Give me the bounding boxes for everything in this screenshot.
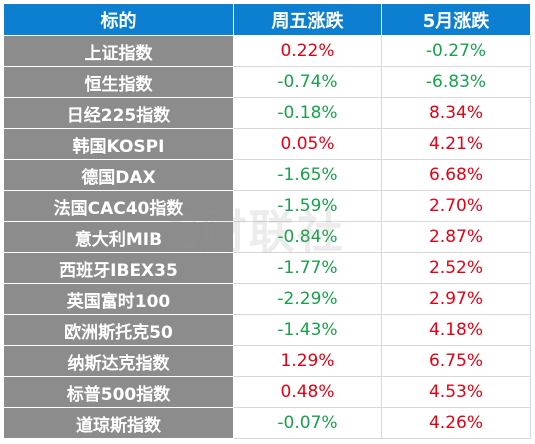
table-row: 道琼斯指数 -0.07% 4.26% — [3, 407, 531, 439]
friday-change-cell: 1.29% — [233, 345, 382, 377]
index-name-cell: 欧洲斯托克50 — [3, 314, 234, 346]
may-change-cell: 4.21% — [381, 128, 531, 160]
header-may-change: 5月涨跌 — [381, 3, 531, 36]
index-name-cell: 法国CAC40指数 — [3, 190, 234, 222]
may-change-cell: 4.53% — [381, 376, 531, 408]
index-name-cell: 日经225指数 — [3, 97, 234, 129]
index-name-cell: 纳斯达克指数 — [3, 345, 234, 377]
table-row: 法国CAC40指数 -1.59% 2.70% — [3, 190, 531, 222]
table-row: 意大利MIB -0.84% 2.87% — [3, 221, 531, 253]
index-name-cell: 标普500指数 — [3, 376, 234, 408]
header-friday-change: 周五涨跌 — [233, 3, 382, 36]
friday-change-cell: 0.48% — [233, 376, 382, 408]
table-row: 上证指数 0.22% -0.27% — [3, 35, 531, 67]
index-name-cell: 英国富时100 — [3, 283, 234, 315]
friday-change-cell: -1.43% — [233, 314, 382, 346]
may-change-cell: 2.87% — [381, 221, 531, 253]
header-index: 标的 — [3, 3, 234, 36]
may-change-cell: 4.26% — [381, 407, 531, 439]
friday-change-cell: -1.65% — [233, 159, 382, 191]
index-name-cell: 德国DAX — [3, 159, 234, 191]
may-change-cell: 2.97% — [381, 283, 531, 315]
table-header: 标的 周五涨跌 5月涨跌 — [3, 3, 531, 36]
table-row: 英国富时100 -2.29% 2.97% — [3, 283, 531, 315]
friday-change-cell: -1.77% — [233, 252, 382, 284]
index-name-cell: 道琼斯指数 — [3, 407, 234, 439]
may-change-cell: 8.34% — [381, 97, 531, 129]
may-change-cell: -6.83% — [381, 66, 531, 98]
friday-change-cell: -0.84% — [233, 221, 382, 253]
table-row: 标普500指数 0.48% 4.53% — [3, 376, 531, 408]
index-performance-table: 标的 周五涨跌 5月涨跌 上证指数 0.22% -0.27% 恒生指数 -0.74% -6… — [3, 3, 531, 439]
may-change-cell: 6.68% — [381, 159, 531, 191]
index-name-cell: 上证指数 — [3, 35, 234, 67]
friday-change-cell: -2.29% — [233, 283, 382, 315]
may-change-cell: -0.27% — [381, 35, 531, 67]
table-row: 日经225指数 -0.18% 8.34% — [3, 97, 531, 129]
may-change-cell: 6.75% — [381, 345, 531, 377]
friday-change-cell: -0.18% — [233, 97, 382, 129]
table-row: 韩国KOSPI 0.05% 4.21% — [3, 128, 531, 160]
index-name-cell: 韩国KOSPI — [3, 128, 234, 160]
table-row: 西班牙IBEX35 -1.77% 2.52% — [3, 252, 531, 284]
table-row: 恒生指数 -0.74% -6.83% — [3, 66, 531, 98]
may-change-cell: 4.18% — [381, 314, 531, 346]
index-name-cell: 西班牙IBEX35 — [3, 252, 234, 284]
table-row: 德国DAX -1.65% 6.68% — [3, 159, 531, 191]
table-body: 上证指数 0.22% -0.27% 恒生指数 -0.74% -6.83% 日经225指数 -0… — [3, 35, 531, 439]
table-row: 纳斯达克指数 1.29% 6.75% — [3, 345, 531, 377]
index-name-cell: 意大利MIB — [3, 221, 234, 253]
friday-change-cell: 0.22% — [233, 35, 382, 67]
friday-change-cell: -0.74% — [233, 66, 382, 98]
may-change-cell: 2.70% — [381, 190, 531, 222]
friday-change-cell: 0.05% — [233, 128, 382, 160]
index-name-cell: 恒生指数 — [3, 66, 234, 98]
friday-change-cell: -1.59% — [233, 190, 382, 222]
table-row: 欧洲斯托克50 -1.43% 4.18% — [3, 314, 531, 346]
may-change-cell: 2.52% — [381, 252, 531, 284]
header-row: 标的 周五涨跌 5月涨跌 — [3, 3, 531, 36]
friday-change-cell: -0.07% — [233, 407, 382, 439]
